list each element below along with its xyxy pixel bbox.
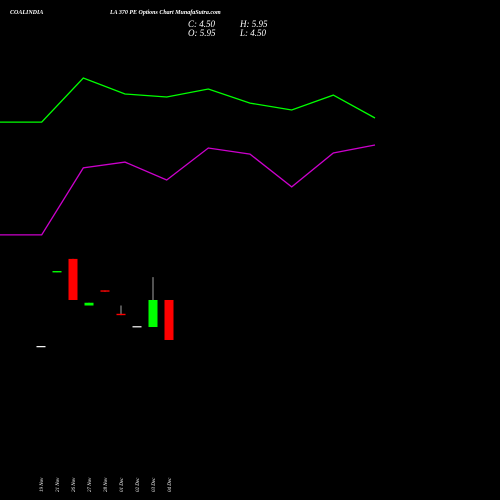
close-label: C: 4.50	[188, 19, 216, 29]
candle-body	[132, 326, 142, 328]
x-tick-label: 04 Dec	[168, 477, 173, 492]
candle-body	[148, 299, 158, 328]
open-label: O: 5.95	[188, 28, 216, 38]
candle-body	[116, 313, 126, 316]
high-label: H: 5.95	[239, 19, 268, 29]
x-tick-label: 27 Nov	[88, 477, 93, 492]
candle-body	[164, 299, 174, 340]
indicator-line	[0, 77, 376, 123]
x-tick-label: 26 Nov	[72, 477, 77, 492]
candle-body	[36, 346, 46, 348]
ticker: COALINDIA	[10, 10, 43, 16]
x-tick-label: 03 Dec	[152, 477, 157, 492]
candle-body	[84, 302, 94, 306]
x-tick-label: 28 Nov	[104, 477, 109, 492]
candle-body	[52, 271, 62, 273]
indicator-line	[0, 144, 376, 236]
x-tick-label: 21 Nov	[56, 477, 61, 492]
x-tick-label: 02 Dec	[136, 477, 141, 492]
chart-title: LA 370 PE Options Chart MunafaSutra.com	[109, 10, 221, 16]
candle-body	[68, 258, 78, 300]
x-tick-label: 01 Dec	[120, 477, 125, 492]
candle-body	[100, 290, 110, 292]
low-label: L: 4.50	[239, 28, 267, 38]
x-tick-label: 19 Nov	[40, 477, 45, 492]
